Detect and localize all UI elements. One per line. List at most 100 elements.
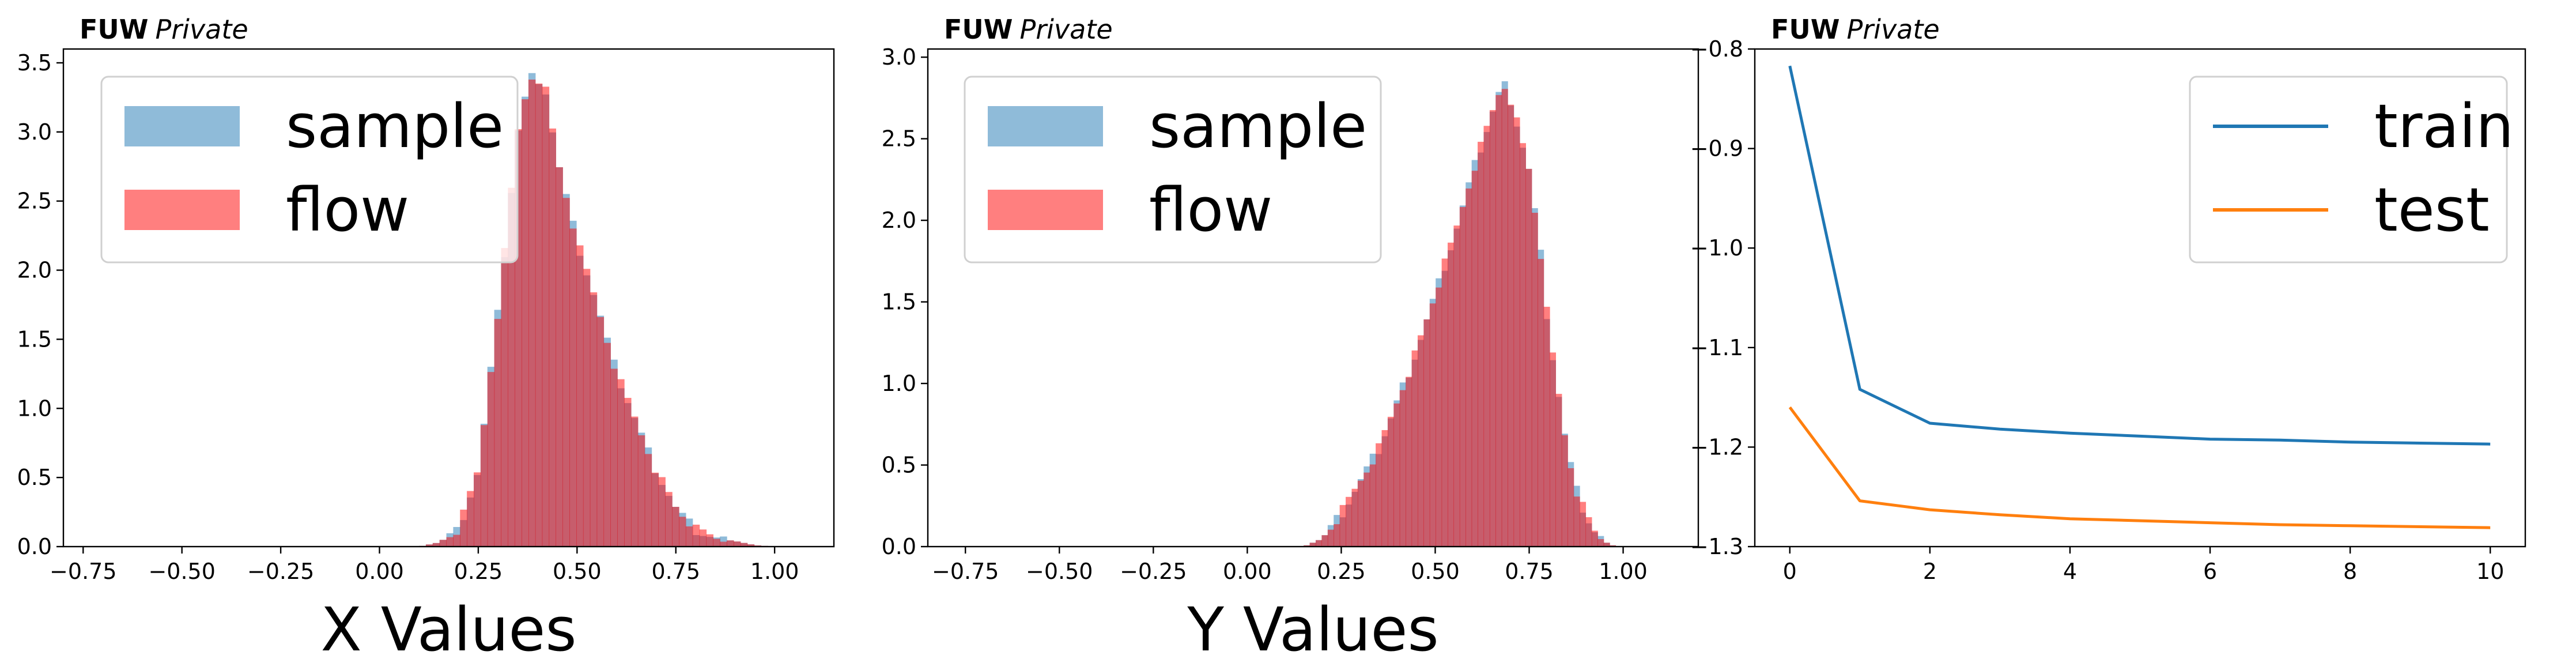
series-line-test: [1788, 406, 2491, 529]
histogram-bar-flow: [474, 472, 481, 547]
x-axis-label: X Values: [320, 594, 576, 665]
y-tick-label: 2.5: [17, 189, 52, 214]
histogram-bar-flow: [556, 167, 563, 547]
tag-bold: FUW: [944, 14, 1013, 45]
histogram-bar-flow: [1417, 335, 1424, 547]
x-tick-label: −0.50: [148, 559, 215, 584]
x-tick-label: 0.75: [1505, 559, 1554, 584]
histogram-bar-flow: [1429, 303, 1436, 547]
histogram-bar-flow: [528, 80, 536, 547]
histogram-bar-flow: [1495, 95, 1502, 547]
histogram-bar-flow: [651, 472, 659, 547]
tag-italic: Private: [1020, 14, 1113, 45]
histogram-bar-flow: [1436, 287, 1442, 547]
y-tick-label: 3.0: [17, 119, 52, 145]
y-tick-label: −1.1: [1690, 335, 1743, 360]
x-tick-label: 0: [1783, 559, 1797, 584]
histogram-bar-flow: [624, 398, 632, 547]
histogram-bar-flow: [467, 491, 474, 547]
histogram-bar-flow: [1334, 524, 1340, 547]
y-tick-label: −0.8: [1690, 36, 1743, 62]
panel-tag: FUW Private: [944, 14, 1113, 45]
x-tick-label: 0.50: [553, 559, 602, 584]
x-tick-label: −0.50: [1026, 559, 1093, 584]
x-tick-label: 1.00: [1599, 559, 1648, 584]
y-tick-label: 1.5: [882, 289, 916, 315]
x-tick-label: −0.25: [247, 559, 314, 584]
histogram-bar-flow: [494, 319, 502, 547]
histogram-bar-flow: [1597, 539, 1604, 547]
histogram-bar-flow: [1399, 390, 1406, 547]
histogram-bar-flow: [1411, 350, 1418, 547]
histogram-bar-flow: [1573, 496, 1580, 547]
histogram-bar-flow: [1561, 435, 1568, 547]
histogram-bar-flow: [1393, 403, 1400, 547]
panel-x-values: −0.75 −0.50 −0.25 0.00 0.25 0.50 0.75 1.00 0.0 0.…: [17, 14, 835, 665]
y-tick-label: −1.0: [1690, 235, 1743, 261]
histogram-bar-flow: [460, 509, 467, 547]
histogram-bar-flow: [1376, 443, 1383, 547]
histogram-bar-flow: [1538, 259, 1544, 547]
x-tick-label: 8: [2343, 559, 2357, 584]
y-tick-label: 2.0: [17, 258, 52, 283]
y-tick-label: 0.5: [882, 453, 916, 478]
histogram-bar-flow: [1603, 543, 1610, 547]
x-axis-label: Y Values: [1187, 594, 1438, 665]
histogram-bar-flow: [1501, 89, 1508, 547]
histogram-bar-flow: [1351, 488, 1358, 547]
histogram-bar-flow: [487, 372, 495, 547]
histogram-bar-flow: [508, 187, 515, 547]
x-tick-label: −0.75: [932, 559, 999, 584]
tag-bold: FUW: [80, 14, 149, 45]
histogram-bar-flow: [679, 517, 686, 547]
y-tick-label: −1.3: [1690, 534, 1743, 559]
y-tick-label: 0.0: [17, 534, 52, 559]
histogram-bar-flow: [1489, 110, 1496, 547]
histogram-bar-flow: [617, 379, 625, 547]
histogram-bar-flow: [446, 537, 454, 547]
x-tick-label: 0.25: [454, 559, 503, 584]
histogram-bar-flow: [1519, 143, 1526, 547]
x-tick-label: 10: [2476, 559, 2504, 584]
histogram-bar-flow: [740, 543, 748, 547]
histogram-bar-flow: [1465, 188, 1472, 547]
histogram-bar-flow: [542, 86, 550, 547]
histogram-bar-flow: [706, 534, 713, 547]
x-tick-label: 0.25: [1317, 559, 1366, 584]
y-tick-label: 3.5: [17, 50, 52, 76]
legend-swatch-flow: [988, 190, 1103, 230]
x-tick-label: −0.75: [50, 559, 116, 584]
legend-swatch-sample: [988, 106, 1103, 146]
histogram-bar-flow: [1531, 213, 1538, 547]
histogram-bar-flow: [630, 416, 639, 547]
legend-label-train: train: [2374, 91, 2514, 161]
histogram-bar-flow: [685, 526, 693, 547]
y-tick-label: 3.0: [882, 44, 916, 70]
tag-bold: FUW: [1771, 14, 1840, 45]
x-tick-label: 6: [2203, 559, 2217, 584]
panel-y-values: −0.75 −0.50 −0.25 0.00 0.25 0.50 0.75 1.00 0.0 0.…: [882, 14, 1699, 665]
histogram-bar-flow: [1339, 505, 1346, 547]
histogram-bar-flow: [432, 543, 440, 547]
histogram-bar-flow: [453, 535, 460, 547]
histogram-bar-flow: [1513, 117, 1520, 547]
legend-label-sample: sample: [1149, 91, 1367, 161]
histogram-bar-flow: [1369, 464, 1376, 547]
histogram-bar-flow: [1327, 529, 1334, 547]
x-tick-label: 0.75: [651, 559, 700, 584]
legend-label-flow: flow: [286, 175, 409, 245]
histogram-bar-flow: [1459, 207, 1466, 547]
legend-label-sample: sample: [286, 91, 504, 161]
legend-label-test: test: [2374, 175, 2490, 245]
histogram-bar-flow: [596, 317, 605, 547]
histogram-bar-flow: [1555, 394, 1562, 547]
histogram-bar-flow: [439, 540, 447, 547]
plot-frame: [927, 48, 1699, 548]
panel-loss-curve: 0 2 4 6 8 10 −1.3 −1.2 −1.1 −1.0 −0.9 −0.8 FUW Privat…: [1690, 14, 2526, 584]
x-tick-label: 0.50: [1411, 559, 1460, 584]
histogram-bar-flow: [637, 435, 645, 547]
histogram-bar-flow: [425, 544, 433, 547]
histogram-bar-flow: [1471, 171, 1478, 547]
histogram-bar-flow: [569, 228, 577, 547]
histogram-bar-flow: [1381, 430, 1388, 547]
